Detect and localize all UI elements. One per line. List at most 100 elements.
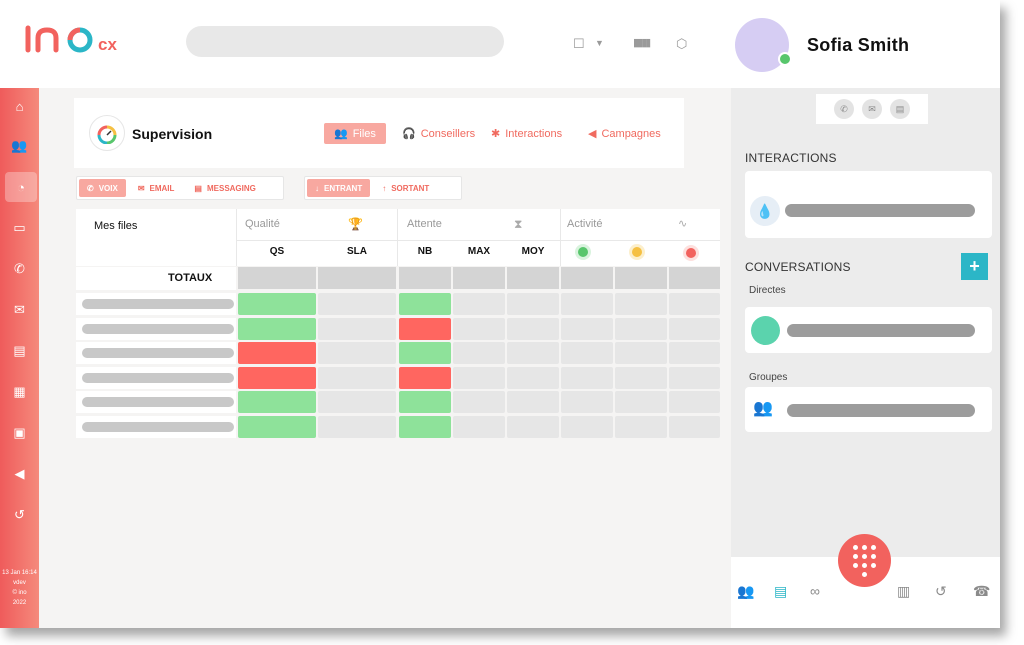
totals-cell[interactable] [615, 267, 667, 289]
gauge-icon[interactable]: ◔ [5, 172, 37, 202]
table-cell[interactable] [318, 293, 396, 315]
table-cell[interactable] [669, 317, 720, 340]
table-cell[interactable] [318, 342, 396, 364]
briefcase-icon[interactable]: ▣ [13, 425, 26, 440]
table-cell[interactable] [453, 415, 505, 438]
table-cell[interactable] [507, 317, 559, 340]
table-cell[interactable] [669, 391, 720, 413]
table-cell[interactable] [669, 366, 720, 389]
table-cell[interactable] [561, 415, 613, 438]
barcode-icon[interactable]: ▮▮▮▮ [633, 37, 651, 49]
table-cell[interactable] [238, 415, 316, 438]
table-cell[interactable] [399, 415, 451, 438]
chevron-down-icon[interactable]: ▼ [595, 38, 604, 48]
row-name-placeholder[interactable] [82, 299, 234, 309]
table-cell[interactable] [507, 293, 559, 315]
tab-files[interactable]: 👥 Files [324, 123, 386, 144]
contacts-icon[interactable]: ▦ [13, 384, 26, 399]
table-cell[interactable] [238, 366, 316, 389]
col-qs[interactable]: QS [269, 246, 285, 257]
table-cell[interactable] [318, 415, 396, 438]
search-input[interactable] [186, 26, 504, 57]
table-cell[interactable] [615, 293, 667, 315]
table-cell[interactable] [399, 366, 451, 389]
activity-green-icon[interactable] [578, 247, 588, 257]
table-cell[interactable] [453, 391, 505, 413]
table-cell[interactable] [238, 293, 316, 315]
row-name-placeholder[interactable] [82, 397, 234, 407]
table-cell[interactable] [453, 293, 505, 315]
totals-cell[interactable] [399, 267, 451, 289]
table-cell[interactable] [318, 391, 396, 413]
totals-cell[interactable] [238, 267, 316, 289]
table-cell[interactable] [507, 342, 559, 364]
ino-logo[interactable]: cx [22, 20, 132, 60]
table-cell[interactable] [453, 317, 505, 340]
phone-icon[interactable]: ✆ [834, 99, 854, 119]
table-cell[interactable] [318, 366, 396, 389]
table-cell[interactable] [615, 342, 667, 364]
col-nb[interactable]: NB [417, 246, 433, 257]
filter-email[interactable]: ✉ EMAIL [130, 179, 183, 197]
group-conversation-card[interactable]: 👥 [745, 387, 992, 432]
table-cell[interactable] [615, 366, 667, 389]
table-cell[interactable] [507, 366, 559, 389]
activity-yellow-icon[interactable] [632, 247, 642, 257]
tab-conseillers[interactable]: 🎧 Conseillers [402, 123, 475, 144]
totals-cell[interactable] [669, 267, 720, 289]
table-cell[interactable] [399, 342, 451, 364]
table-cell[interactable] [507, 391, 559, 413]
filter-voix[interactable]: ✆ VOIX [79, 179, 126, 197]
table-cell[interactable] [507, 415, 559, 438]
chat-icon[interactable]: ▤ [774, 583, 788, 599]
megaphone-icon[interactable]: ◀ [14, 466, 25, 481]
home-icon[interactable]: ⌂ [15, 98, 24, 114]
checkbox-icon[interactable]: ☐ [573, 36, 585, 51]
filter-messaging[interactable]: ▤ MESSAGING [186, 179, 263, 197]
add-conversation-button[interactable]: + [961, 253, 988, 280]
row-name-placeholder[interactable] [82, 348, 234, 358]
totals-cell[interactable] [453, 267, 505, 289]
table-cell[interactable] [561, 342, 613, 364]
table-cell[interactable] [615, 391, 667, 413]
filter-sortant[interactable]: ↑ SORTANT [374, 179, 437, 197]
col-sla[interactable]: SLA [347, 246, 367, 257]
table-cell[interactable] [453, 342, 505, 364]
row-name-placeholder[interactable] [82, 372, 234, 383]
filter-entrant[interactable]: ↓ ENTRANT [307, 179, 371, 197]
interaction-card[interactable]: 💧 [745, 171, 992, 238]
col-max[interactable]: MAX [467, 246, 491, 257]
cube-icon[interactable]: ⬡ [676, 36, 688, 51]
table-cell[interactable] [399, 317, 451, 340]
totals-cell[interactable] [507, 267, 559, 289]
tab-interactions[interactable]: ✱ Interactions [491, 123, 562, 144]
table-cell[interactable] [238, 391, 316, 413]
tab-campagnes[interactable]: ◀ Campagnes [588, 123, 661, 144]
team-icon[interactable]: 👥 [737, 583, 755, 599]
table-cell[interactable] [615, 317, 667, 340]
chat-icon[interactable]: ▤ [890, 99, 910, 119]
users-icon[interactable]: 👥 [11, 138, 28, 153]
table-cell[interactable] [615, 415, 667, 438]
direct-conversation-card[interactable] [745, 307, 992, 353]
table-cell[interactable] [238, 317, 316, 340]
row-name-placeholder[interactable] [82, 323, 234, 334]
stats-icon[interactable]: ▥ [897, 583, 911, 599]
history-icon[interactable]: ↺ [935, 583, 947, 599]
phone-icon[interactable]: ✆ [14, 261, 25, 276]
table-cell[interactable] [561, 366, 613, 389]
table-cell[interactable] [318, 317, 396, 340]
table-cell[interactable] [669, 415, 720, 438]
table-cell[interactable] [561, 317, 613, 340]
table-cell[interactable] [669, 293, 720, 315]
table-cell[interactable] [399, 293, 451, 315]
voicemail-icon[interactable]: ∞ [810, 583, 820, 599]
chat-icon[interactable]: ▤ [13, 343, 26, 358]
table-cell[interactable] [561, 293, 613, 315]
totals-cell[interactable] [318, 267, 396, 289]
col-moy[interactable]: MOY [521, 246, 545, 257]
table-cell[interactable] [669, 342, 720, 364]
table-cell[interactable] [453, 366, 505, 389]
row-name-placeholder[interactable] [82, 421, 234, 432]
table-cell[interactable] [561, 391, 613, 413]
